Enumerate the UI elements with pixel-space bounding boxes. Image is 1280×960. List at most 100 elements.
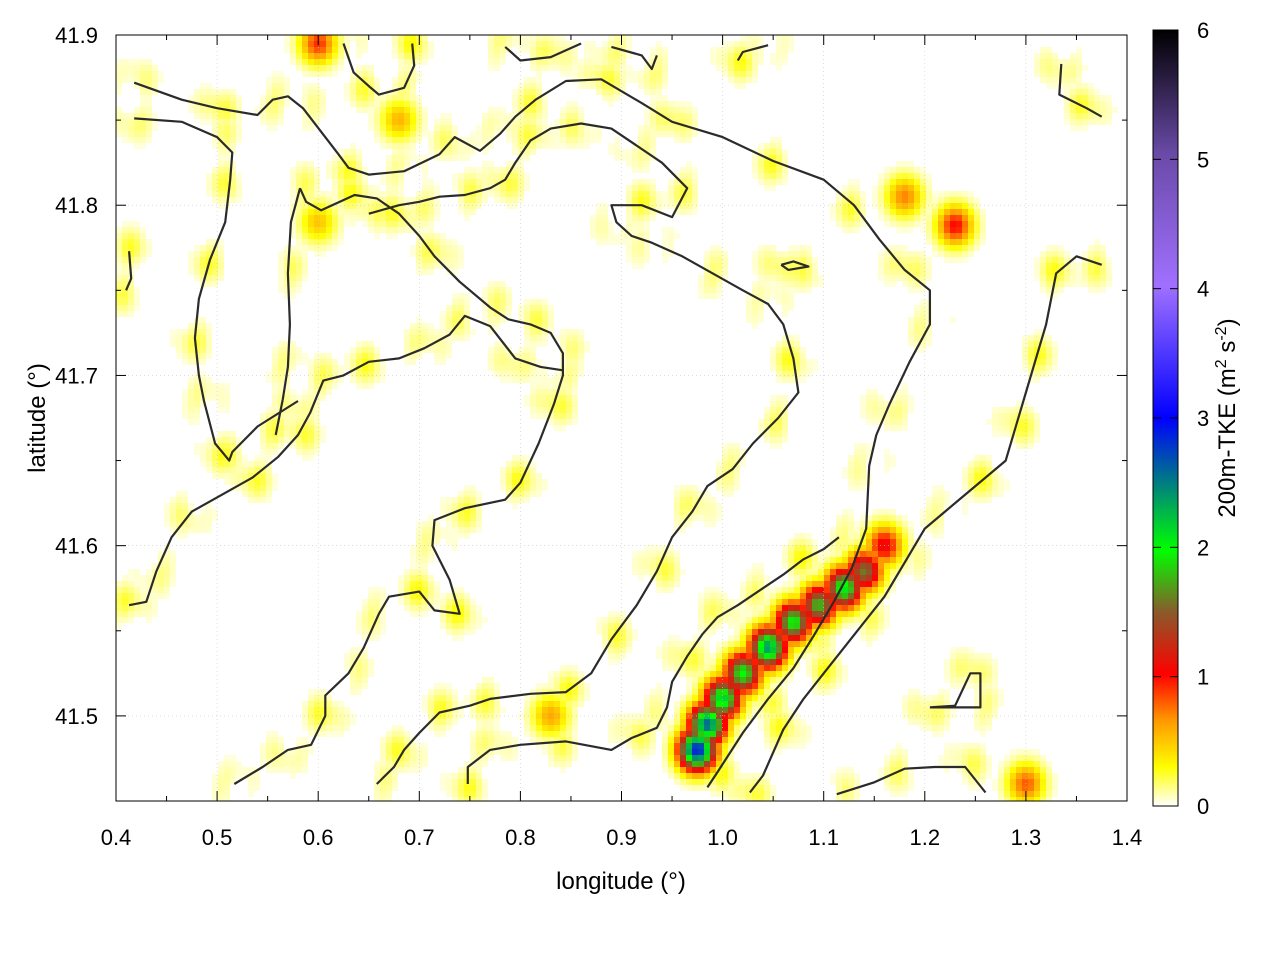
heat-cell (758, 563, 764, 569)
heat-cell (506, 299, 512, 305)
heat-cell (788, 599, 794, 605)
heat-cell (770, 641, 776, 647)
heat-cell (860, 473, 866, 479)
heat-cell (770, 185, 776, 191)
heat-cell (302, 95, 308, 101)
heat-cell (1010, 419, 1016, 425)
heat-cell (926, 173, 932, 179)
heat-cell (308, 221, 314, 227)
heat-cell (776, 365, 782, 371)
heat-cell (770, 671, 776, 677)
heat-cell (308, 83, 314, 89)
heat-cell (806, 563, 812, 569)
heat-cell (878, 173, 884, 179)
heat-cell (644, 125, 650, 131)
heat-cell (452, 539, 458, 545)
heat-cell (206, 281, 212, 287)
heat-cell (254, 461, 260, 467)
heat-cell (146, 251, 152, 257)
heat-cell (656, 59, 662, 65)
heat-cell (290, 59, 296, 65)
heat-cell (134, 593, 140, 599)
heat-cell (188, 269, 194, 275)
heat-cell (560, 677, 566, 683)
heat-cell (758, 41, 764, 47)
heat-cell (452, 635, 458, 641)
heat-cell (416, 563, 422, 569)
heat-cell (842, 539, 848, 545)
heat-cell (842, 569, 848, 575)
heat-cell (926, 215, 932, 221)
heat-cell (380, 143, 386, 149)
heat-cell (518, 41, 524, 47)
heat-cell (356, 659, 362, 665)
heat-cell (170, 557, 176, 563)
heat-cell (500, 473, 506, 479)
heat-cell (968, 653, 974, 659)
heat-cell (1034, 335, 1040, 341)
heat-cell (770, 437, 776, 443)
heat-cell (668, 551, 674, 557)
heat-cell (920, 305, 926, 311)
heat-cell (782, 623, 788, 629)
heat-cell (578, 83, 584, 89)
heat-cell (134, 605, 140, 611)
heat-cell (548, 311, 554, 317)
heat-cell (986, 671, 992, 677)
heat-cell (170, 497, 176, 503)
heat-cell (500, 467, 506, 473)
heat-cell (140, 227, 146, 233)
heat-cell (272, 407, 278, 413)
heat-cell (716, 461, 722, 467)
heat-cell (596, 227, 602, 233)
heat-cell (698, 629, 704, 635)
heat-cell (692, 185, 698, 191)
heat-cell (656, 131, 662, 137)
heat-cell (788, 335, 794, 341)
heat-cell (548, 59, 554, 65)
heat-cell (500, 311, 506, 317)
heat-cell (806, 545, 812, 551)
heat-cell (656, 47, 662, 53)
heat-cell (224, 191, 230, 197)
heat-cell (410, 77, 416, 83)
heat-cell (122, 59, 128, 65)
heat-cell (1088, 275, 1094, 281)
heat-cell (656, 689, 662, 695)
heat-cell (476, 131, 482, 137)
heat-cell (494, 185, 500, 191)
heat-cell (740, 635, 746, 641)
heat-cell (578, 671, 584, 677)
heat-cell (836, 665, 842, 671)
heat-cell (1040, 281, 1046, 287)
heat-cell (272, 449, 278, 455)
heat-cell (698, 599, 704, 605)
heat-cell (296, 221, 302, 227)
heat-cell (686, 167, 692, 173)
heat-cell (770, 365, 776, 371)
heat-cell (704, 263, 710, 269)
heat-cell (722, 65, 728, 71)
heat-cell (662, 557, 668, 563)
heat-cell (932, 509, 938, 515)
heat-cell (1046, 347, 1052, 353)
heat-cell (920, 287, 926, 293)
heat-cell (398, 203, 404, 209)
heat-cell (284, 257, 290, 263)
heat-cell (722, 683, 728, 689)
heat-cell (464, 173, 470, 179)
heat-cell (410, 71, 416, 77)
heat-cell (284, 101, 290, 107)
heat-cell (806, 359, 812, 365)
heat-cell (842, 515, 848, 521)
heat-cell (686, 131, 692, 137)
heat-cell (224, 131, 230, 137)
heat-cell (770, 683, 776, 689)
heat-cell (566, 395, 572, 401)
heat-cell (842, 599, 848, 605)
heat-cell (212, 95, 218, 101)
heat-cell (116, 299, 122, 305)
heat-cell (290, 263, 296, 269)
heat-cell (1028, 347, 1034, 353)
heat-cell (932, 209, 938, 215)
